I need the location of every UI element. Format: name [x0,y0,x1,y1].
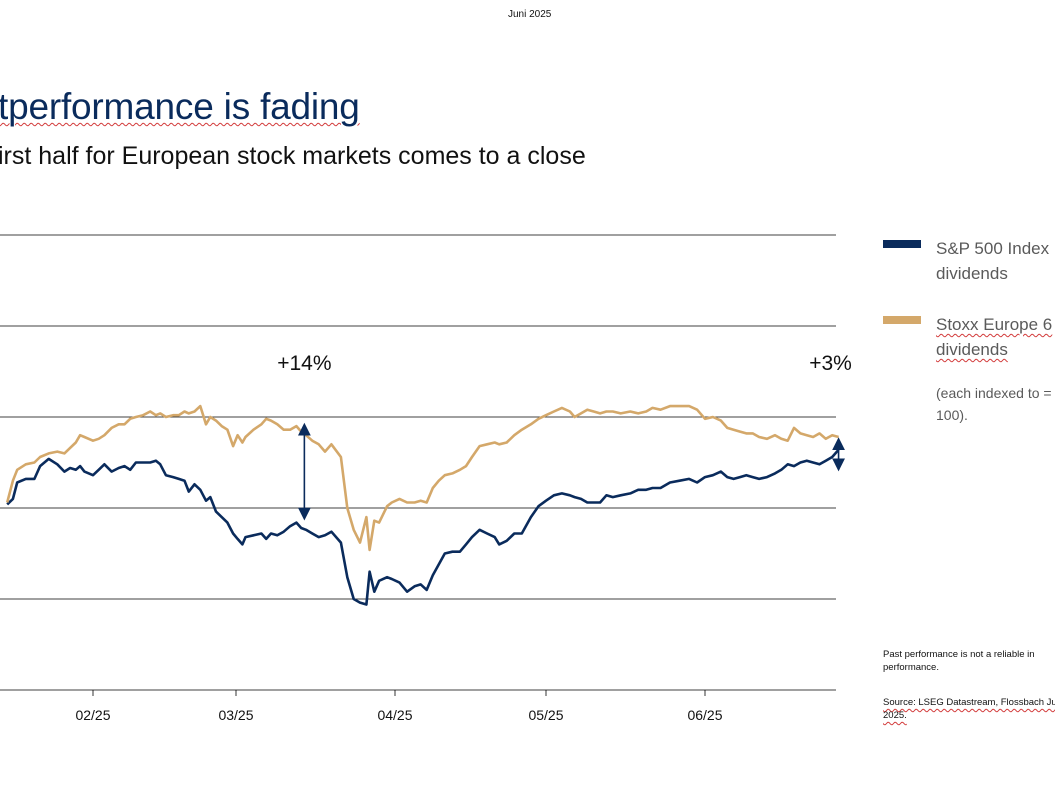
annotation-label-0: +14% [277,352,331,375]
source-footnote: Source: LSEG Datastream, Flossbach July … [883,696,1055,722]
legend-label-sp500: S&P 500 Index dividends [936,239,1050,283]
legend-swatch-sp500 [883,240,921,248]
legend-swatch-stoxx [883,316,921,324]
header-date: Juni 2025 [508,9,552,20]
x-tick-label-3: 05/25 [528,707,563,723]
title-text: tperformance is fading [0,86,360,127]
x-tick-label-4: 06/25 [687,707,722,723]
page-title: tperformance is fading [0,86,360,128]
disclaimer-footnote: Past performance is not a reliable in pe… [883,649,1035,673]
legend-note: (each indexed to = 100). [936,385,1052,423]
x-tick-label-0: 02/25 [75,707,110,723]
x-tick-label-1: 03/25 [218,707,253,723]
legend-label-stoxx: Stoxx Europe 6 dividends [936,315,1053,359]
series-line-sp500 [6,448,840,606]
source-text: Source: LSEG Datastream, Flossbach July … [883,697,1055,721]
annotation-label-1: +3% [809,352,852,375]
x-tick-label-2: 04/25 [377,707,412,723]
page-subtitle: irst half for European stock markets com… [0,142,586,170]
series-line-stoxx [5,404,839,552]
